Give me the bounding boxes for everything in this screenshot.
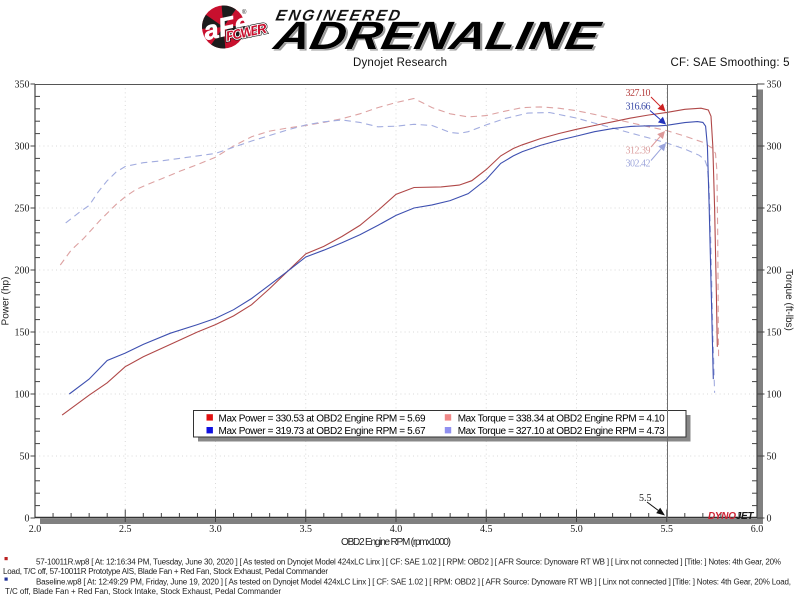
svg-text:350: 350 <box>15 80 30 91</box>
svg-text:Max Torque = 338.34 at OBD2 En: Max Torque = 338.34 at OBD2 Engine RPM =… <box>458 414 665 425</box>
svg-text:ADRENALINE: ADRENALINE <box>270 13 606 58</box>
svg-text:350: 350 <box>767 80 782 91</box>
svg-text:Load, T/C off, 57-10011R Proto: Load, T/C off, 57-10011R Prototype AIS, … <box>3 567 328 576</box>
svg-text:4.0: 4.0 <box>390 524 403 535</box>
svg-text:5.0: 5.0 <box>570 524 583 535</box>
svg-text:150: 150 <box>15 328 30 339</box>
svg-text:ENGINEERED: ENGINEERED <box>274 7 402 24</box>
svg-text:200: 200 <box>767 266 782 277</box>
svg-text:CF: SAE Smoothing: 5: CF: SAE Smoothing: 5 <box>671 57 790 69</box>
svg-text:2.5: 2.5 <box>119 524 132 535</box>
svg-text:50: 50 <box>20 452 30 463</box>
svg-text:250: 250 <box>15 204 30 215</box>
svg-text:5.5: 5.5 <box>639 493 652 504</box>
svg-text:Power (hp): Power (hp) <box>1 277 12 326</box>
svg-text:316.66: 316.66 <box>626 102 651 113</box>
svg-text:Torque (ft-lbs): Torque (ft-lbs) <box>783 269 794 331</box>
svg-text:Dynojet Research: Dynojet Research <box>353 57 447 69</box>
svg-text:50: 50 <box>767 452 777 463</box>
svg-text:0: 0 <box>25 514 30 525</box>
svg-text:DYNOJET: DYNOJET <box>708 511 754 522</box>
svg-text:Max Power = 319.73 at OBD2 Eng: Max Power = 319.73 at OBD2 Engine RPM = … <box>219 426 426 437</box>
svg-text:100: 100 <box>15 390 30 401</box>
svg-text:3.5: 3.5 <box>300 524 313 535</box>
svg-text:Max Torque = 327.10 at OBD2 En: Max Torque = 327.10 at OBD2 Engine RPM =… <box>458 426 665 437</box>
svg-text:2.0: 2.0 <box>29 524 42 535</box>
svg-text:5.5: 5.5 <box>661 524 674 535</box>
svg-text:302.42: 302.42 <box>626 159 651 170</box>
svg-text:300: 300 <box>767 142 782 153</box>
svg-text:OBD2 Engine RPM (rpmx1000): OBD2 Engine RPM (rpmx1000) <box>341 537 451 548</box>
svg-text:327.10: 327.10 <box>626 88 651 99</box>
svg-text:3.0: 3.0 <box>209 524 222 535</box>
svg-text:ADRENALINE: ADRENALINE <box>272 15 608 60</box>
svg-text:T/C off, Blade Fan + Red Fan,: T/C off, Blade Fan + Red Fan, Stock Inta… <box>5 587 281 596</box>
svg-text:312.39: 312.39 <box>626 146 651 157</box>
svg-text:4.5: 4.5 <box>480 524 493 535</box>
svg-text:Max Power = 330.53 at OBD2 Eng: Max Power = 330.53 at OBD2 Engine RPM = … <box>219 414 426 425</box>
svg-text:®: ® <box>242 9 247 16</box>
svg-text:300: 300 <box>15 142 30 153</box>
svg-text:200: 200 <box>15 266 30 277</box>
svg-text:100: 100 <box>767 390 782 401</box>
svg-text:6.0: 6.0 <box>751 524 764 535</box>
svg-text:Baseline.wp8 [ At: 12:49:29 PM: Baseline.wp8 [ At: 12:49:29 PM, Friday, … <box>36 578 791 587</box>
svg-text:150: 150 <box>767 328 782 339</box>
svg-text:250: 250 <box>767 204 782 215</box>
svg-text:57-10011R.wp8 [ At: 12:16:34 P: 57-10011R.wp8 [ At: 12:16:34 PM, Tuesday… <box>36 558 781 567</box>
svg-text:0: 0 <box>767 514 772 525</box>
